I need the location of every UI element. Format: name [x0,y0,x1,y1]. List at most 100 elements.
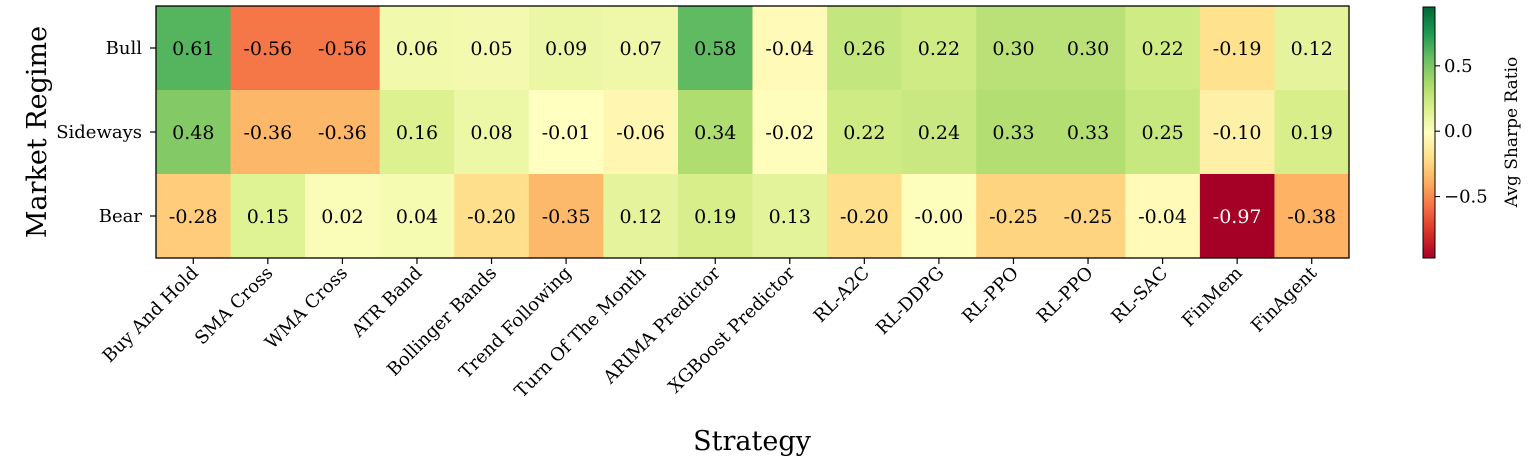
cell-label: -0.35 [542,206,591,228]
cell-label: 0.33 [1067,122,1109,144]
heatmap-cell [603,90,679,175]
cell-label: 0.30 [992,38,1034,60]
y-tick-label: Bull [106,38,143,59]
cell-label: 0.15 [247,206,289,228]
heatmap-cell [976,174,1052,259]
heatmap-cell [1050,90,1126,175]
cell-label: -0.01 [542,122,591,144]
heatmap-cell [827,90,903,175]
cell-label: 0.19 [1291,122,1333,144]
heatmap-cells [156,6,1350,259]
cell-label: -0.25 [989,206,1038,228]
cell-label: -0.10 [1213,122,1262,144]
heatmap-cell [156,174,232,259]
cell-label: 0.05 [470,38,512,60]
heatmap-cell [305,174,381,259]
heatmap-cell [677,6,753,91]
cell-label: -0.28 [169,206,218,228]
x-tick-label: RL-DDPG [872,263,948,339]
heatmap-cell [677,174,753,259]
cell-label: -0.56 [318,38,367,60]
cell-label: -0.04 [765,38,814,60]
heatmap-cell [677,90,753,175]
heatmap-cell [230,174,306,259]
cell-label: -0.19 [1213,38,1262,60]
heatmap-cell [752,174,828,259]
heatmap-cell [156,90,232,175]
cell-label: 0.24 [918,122,960,144]
cell-label: 0.19 [694,206,736,228]
heatmap-cell [379,90,455,175]
heatmap-cell [528,6,604,91]
cell-label: -0.20 [467,206,516,228]
y-tick-label: Sideways [56,122,142,143]
heatmap-cell [827,174,903,259]
cell-label: 0.48 [172,122,214,144]
heatmap-cell [1125,90,1201,175]
colorbar-tick-label: 0.5 [1444,56,1473,77]
cell-label: 0.30 [1067,38,1109,60]
heatmap-cell [976,6,1052,91]
cell-label: -0.38 [1287,206,1336,228]
cell-label: 0.02 [321,206,363,228]
cell-label: 0.22 [1141,38,1183,60]
x-tick-label: RL-PPO [958,263,1023,328]
heatmap-cell [528,90,604,175]
x-tick-label: RL-A2C [810,263,874,327]
x-tick-label: Buy And Hold [99,263,203,367]
x-tick-label: ATR Band [347,263,426,342]
heatmap-cell [1199,6,1275,91]
cell-label: -0.36 [243,122,292,144]
cell-label: 0.61 [172,38,214,60]
cell-label: 0.34 [694,122,736,144]
x-tick-label: FinAgent [1247,262,1322,337]
heatmap-cell [752,6,828,91]
y-axis-title: Market Regime [22,26,53,238]
heatmap-cell [230,90,306,175]
heatmap-cell [901,90,977,175]
cell-label: 0.26 [843,38,885,60]
colorbar-ticks: 0.5 0.0 −0.5 [1435,56,1488,208]
cell-label: 0.22 [918,38,960,60]
cell-label: -0.00 [915,206,964,228]
cell-label: -0.20 [840,206,889,228]
cell-label: -0.04 [1138,206,1187,228]
colorbar-tick-label: 0.0 [1444,121,1473,142]
heatmap-cell [1274,174,1350,259]
cell-label: 0.16 [396,122,438,144]
heatmap-cell [1199,174,1275,259]
heatmap-cell [603,6,679,91]
cell-label: 0.22 [843,122,885,144]
heatmap-cell [379,6,455,91]
heatmap-cell [305,6,381,91]
cell-label: 0.08 [470,122,512,144]
cell-label: -0.06 [616,122,665,144]
heatmap-cell [901,174,977,259]
heatmap-cell [305,90,381,175]
x-tick-label: FinMem [1178,263,1247,332]
heatmap-cell [379,174,455,259]
heatmap-cell-labels: 0.61 -0.56 -0.56 0.06 0.05 0.09 0.07 0.58 -0.04 0… [169,38,1336,228]
cell-label: 0.13 [769,206,811,228]
heatmap-cell [1274,90,1350,175]
heatmap-cell [230,6,306,91]
heatmap-cell [752,90,828,175]
cell-label: 0.25 [1141,122,1183,144]
x-tick-label: RL-SAC [1107,263,1172,328]
cell-label: 0.04 [396,206,438,228]
heatmap-cell [454,90,530,175]
colorbar-tick-label: −0.5 [1444,187,1488,208]
cell-label: 0.12 [1291,38,1333,60]
cell-label: 0.58 [694,38,736,60]
heatmap-cell [156,6,232,91]
heatmap-cell [1199,90,1275,175]
cell-label: 0.12 [620,206,662,228]
heatmap-cell [1125,6,1201,91]
heatmap-cell [901,6,977,91]
cell-label: -0.97 [1213,206,1262,228]
cell-label: 0.09 [545,38,587,60]
heatmap-cell [1050,6,1126,91]
cell-label: -0.56 [243,38,292,60]
cell-label: 0.33 [992,122,1034,144]
